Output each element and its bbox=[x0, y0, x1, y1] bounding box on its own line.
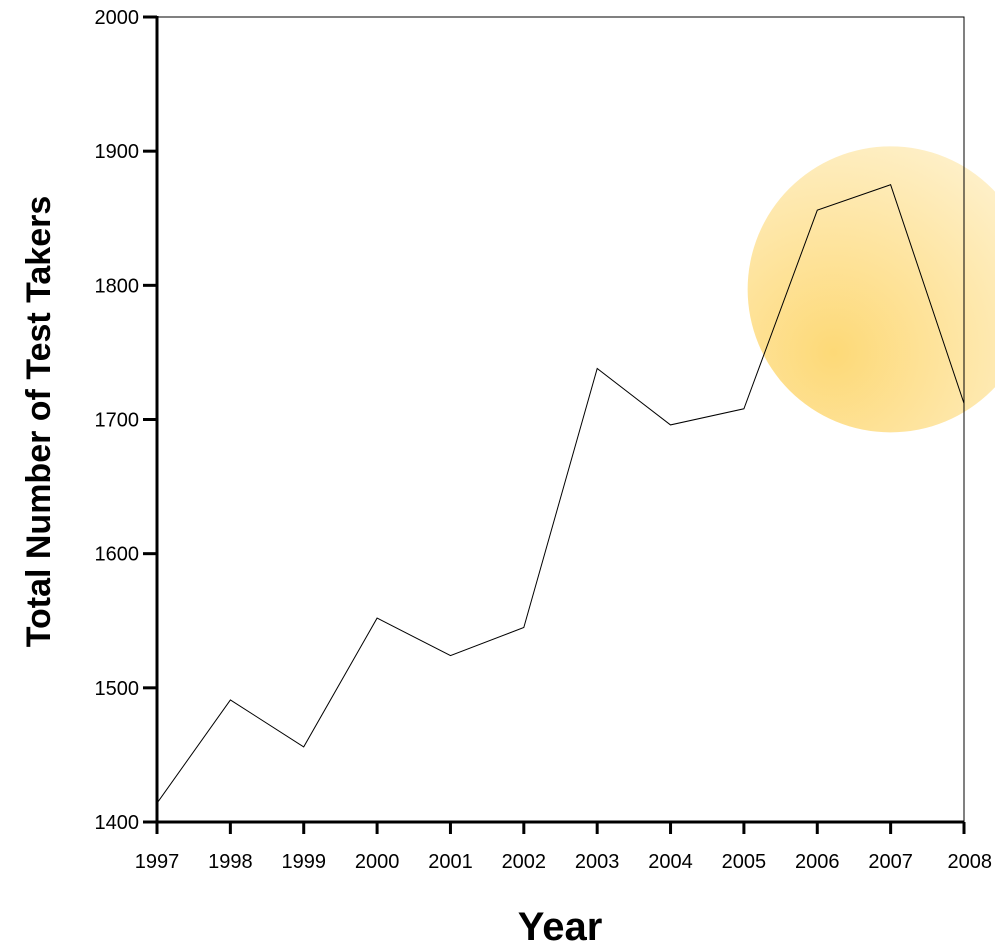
y-axis-title: Total Number of Test Takers bbox=[20, 196, 58, 648]
y-tick-label: 1800 bbox=[95, 275, 140, 297]
x-tick-label: 2006 bbox=[795, 851, 840, 873]
x-tick-label: 2008 bbox=[948, 851, 993, 873]
y-tick-label: 1600 bbox=[95, 544, 140, 566]
highlight-circle bbox=[747, 146, 995, 433]
y-tick-label: 1400 bbox=[95, 812, 140, 834]
y-tick-label: 1700 bbox=[95, 410, 140, 432]
x-tick-label: 2001 bbox=[428, 851, 473, 873]
x-tick-label: 2002 bbox=[502, 851, 547, 873]
x-axis-title: Year bbox=[518, 905, 603, 946]
y-tick-label: 1500 bbox=[95, 678, 140, 700]
y-axis-ticks: 1400 1500 1600 1700 1800 1900 2000 bbox=[95, 7, 157, 834]
series-line bbox=[156, 184, 965, 804]
x-tick-label: 2004 bbox=[648, 851, 693, 873]
x-axis-ticks: 1997 1998 1999 2000 2001 2002 2003 2004 2005 2006… bbox=[135, 822, 992, 873]
x-tick-label: 2007 bbox=[868, 851, 913, 873]
y-tick-label: 1900 bbox=[95, 141, 140, 163]
y-tick-label: 2000 bbox=[95, 7, 140, 29]
x-tick-label: 2000 bbox=[355, 851, 400, 873]
x-tick-label: 2003 bbox=[575, 851, 620, 873]
x-tick-label: 2005 bbox=[722, 851, 767, 873]
x-tick-label: 1998 bbox=[208, 851, 253, 873]
highlight-layer bbox=[747, 146, 995, 433]
x-tick-label: 1999 bbox=[281, 851, 326, 873]
x-tick-label: 1997 bbox=[135, 851, 180, 873]
